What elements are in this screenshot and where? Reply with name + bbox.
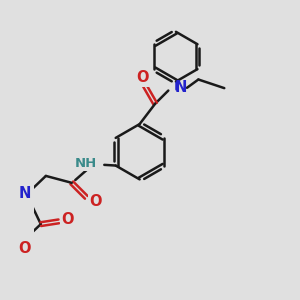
Text: O: O (19, 241, 31, 256)
Text: NH: NH (74, 157, 97, 170)
Text: O: O (89, 194, 101, 209)
Text: N: N (19, 186, 31, 201)
Text: N: N (175, 80, 187, 95)
Text: O: O (61, 212, 74, 227)
Text: O: O (136, 70, 148, 85)
